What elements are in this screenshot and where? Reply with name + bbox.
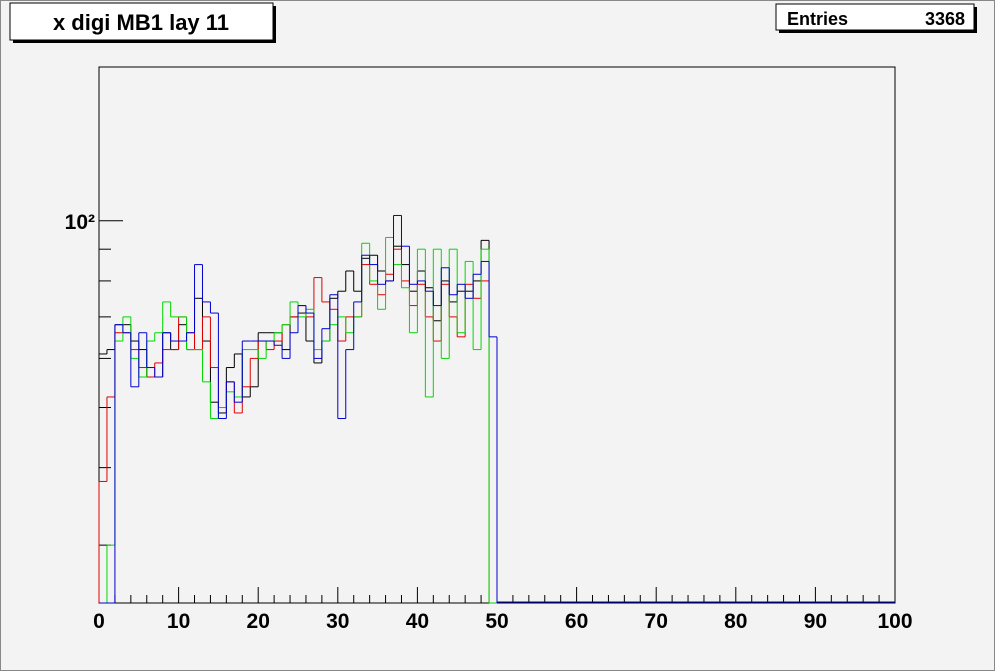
y-tick-label: 10² [65,211,95,234]
title-box [9,2,274,41]
stats-label: Entries [787,9,848,29]
x-tick-label: 70 [645,610,668,633]
stats-value: 3368 [925,9,965,29]
x-tick-label: 80 [724,610,747,633]
x-tick-label: 50 [485,610,508,633]
x-tick-label: 60 [565,610,588,633]
x-tick-label: 30 [326,610,349,633]
x-tick-label: 100 [877,610,912,633]
chart-title: x digi MB1 lay 11 [53,10,229,35]
x-tick-label: 10 [167,610,190,633]
x-tick-label: 0 [93,610,105,633]
x-tick-label: 40 [406,610,429,633]
stats-box [775,3,975,31]
x-tick-label: 20 [247,610,270,633]
x-tick-label: 90 [804,610,827,633]
